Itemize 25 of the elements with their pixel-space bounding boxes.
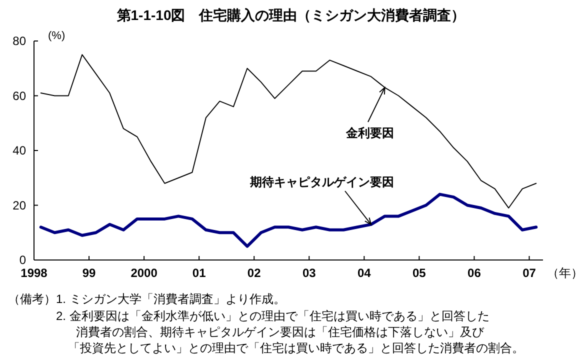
text: （備考） bbox=[8, 292, 56, 306]
x-axis-title: （年） bbox=[547, 266, 583, 280]
y-tick-label: 60 bbox=[12, 88, 26, 103]
x-tick-label: 05 bbox=[412, 266, 426, 280]
text: 消費者の割合、期待キャピタルゲイン要因は「住宅価格は下落しない」及び bbox=[76, 325, 485, 339]
y-tick-label: 80 bbox=[12, 34, 26, 48]
x-tick-label: 03 bbox=[302, 266, 316, 280]
text: 1. ミシガン大学「消費者調査」より作成。 bbox=[56, 292, 286, 306]
text: 期待キャピタルゲイン要因 bbox=[249, 175, 394, 189]
x-tick-label: 2000 bbox=[130, 266, 158, 280]
x-tick-label: 07 bbox=[522, 266, 536, 280]
text: 「投資先としてよい」との理由で「住宅は買い時である」と回答した消費者の割合。 bbox=[68, 341, 524, 355]
x-tick-label: 02 bbox=[247, 266, 262, 280]
text: 2. 金利要因は「金利水準が低い」との理由で「住宅は買い時である」と回答した bbox=[56, 309, 490, 323]
y-tick-label: 0 bbox=[19, 253, 26, 267]
x-tick-label: 06 bbox=[468, 266, 482, 280]
x-tick-label: 1998 bbox=[20, 266, 48, 280]
y-tick-label: 40 bbox=[12, 144, 26, 158]
chart-title: 第1-1-10図 住宅購入の理由（ミシガン大消費者調査） bbox=[116, 7, 466, 23]
x-tick-label: 01 bbox=[192, 266, 206, 280]
y-tick-label: 20 bbox=[12, 198, 26, 212]
text: 金利要因 bbox=[345, 126, 394, 140]
x-tick-label: 99 bbox=[82, 266, 96, 280]
x-tick-label: 04 bbox=[357, 266, 372, 280]
y-axis-title: (%) bbox=[48, 30, 66, 42]
